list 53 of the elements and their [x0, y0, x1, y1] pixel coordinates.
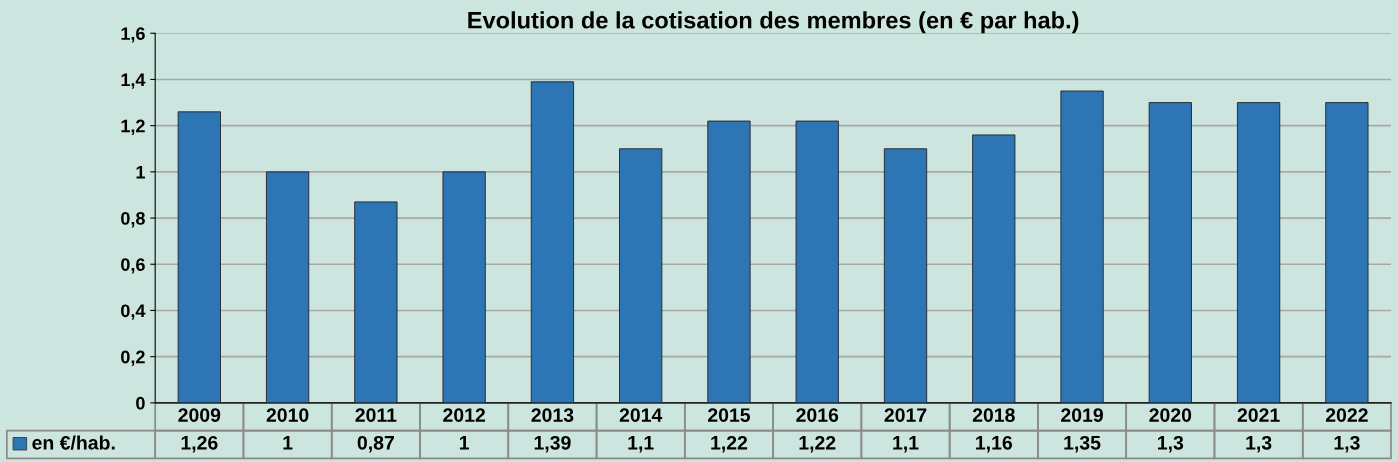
data-label: 0,87: [357, 435, 394, 453]
data-label: 1,22: [711, 435, 748, 453]
x-tick-label: 2015: [708, 408, 751, 422]
x-tick-label: 2021: [1237, 408, 1280, 422]
x-tick-label: 2019: [1061, 408, 1103, 422]
y-tick-label: 0: [136, 396, 145, 410]
x-tick-label: 2016: [796, 408, 839, 422]
data-label: 1,16: [976, 435, 1012, 453]
data-label: 1,3: [1246, 435, 1272, 453]
data-label: 1,26: [181, 435, 218, 453]
y-tick-label: 0,4: [121, 304, 146, 320]
data-label: 1,1: [893, 436, 919, 453]
bar: [177, 111, 221, 403]
bar: [265, 171, 310, 403]
x-tick-label: 2018: [972, 408, 1015, 422]
bar: [354, 201, 398, 403]
data-label: 1,3: [1334, 435, 1360, 453]
bar: [1148, 102, 1192, 403]
x-tick-label: 2011: [355, 408, 397, 422]
bar: [619, 148, 663, 403]
data-label: 1,22: [799, 435, 836, 453]
x-tick-label: 2010: [266, 408, 309, 422]
y-tick-label: 1,2: [121, 119, 145, 135]
bar: [972, 134, 1016, 403]
x-tick-label: 2009: [178, 408, 221, 422]
data-label: 1,1: [628, 436, 654, 453]
bar: [883, 148, 928, 403]
data-label: 1,35: [1064, 435, 1101, 453]
x-tick-label: 2022: [1325, 408, 1368, 422]
legend-label: en €/hab.: [32, 435, 115, 450]
x-tick-label: 2012: [443, 408, 485, 422]
data-label: 1: [283, 436, 293, 450]
x-tick-label: 2020: [1149, 408, 1192, 422]
bar: [707, 120, 751, 403]
y-tick-label: 0,8: [121, 212, 145, 228]
x-tick-label: 2017: [884, 408, 927, 422]
bar: [1325, 102, 1369, 403]
x-tick-label: 2014: [619, 408, 663, 422]
y-tick-label: 0,2: [121, 350, 145, 366]
bar: [1236, 102, 1281, 403]
chart-title: Evolution de la cotisation des membres (en € par hab.): [468, 11, 1079, 34]
bar: [795, 120, 839, 403]
bar: [530, 81, 575, 403]
y-tick-label: 1,6: [121, 27, 145, 43]
bar: [442, 171, 486, 403]
data-label: 1: [459, 436, 469, 450]
x-tick-label: 2013: [531, 408, 574, 422]
data-label: 1,3: [1158, 435, 1184, 453]
y-tick-label: 1,4: [121, 73, 146, 89]
bar: [1060, 90, 1104, 403]
y-tick-label: 0,6: [121, 258, 145, 274]
data-label: 1,39: [534, 435, 571, 453]
y-tick-label: 1: [136, 165, 145, 179]
